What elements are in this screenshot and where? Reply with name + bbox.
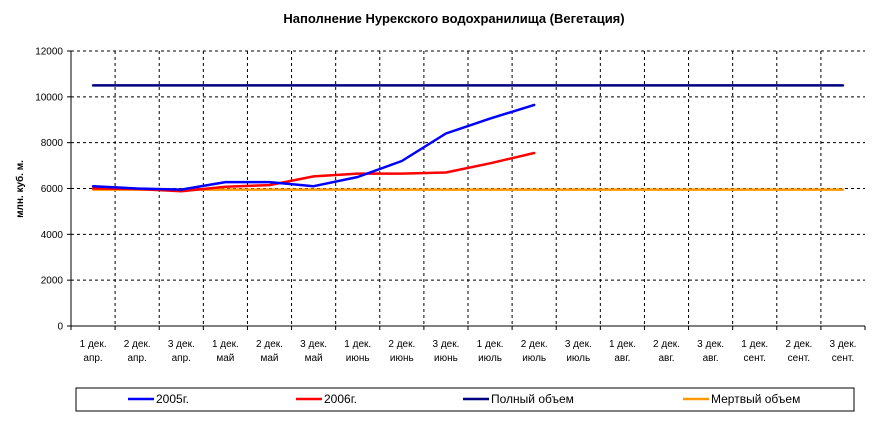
series-line-1: [91, 103, 536, 191]
y-tick-label: 0: [57, 322, 63, 333]
x-tick-label: сент.: [744, 353, 766, 364]
x-tick-label: июль: [566, 353, 590, 364]
x-tick-label: 1 дек.: [80, 339, 107, 350]
x-tick-label: сент.: [788, 353, 810, 364]
x-tick-label: 1 дек.: [741, 339, 768, 350]
y-tick-label: 4000: [41, 230, 64, 241]
x-tick-label: июль: [522, 353, 546, 364]
x-tick-label: 3 дек.: [565, 339, 592, 350]
series-lines: [91, 84, 845, 193]
series-line-2: [91, 151, 536, 193]
x-tick-label: 3 дек.: [829, 339, 856, 350]
x-tick-label: 1 дек.: [609, 339, 636, 350]
y-tick-label: 2000: [41, 276, 64, 287]
x-tick-label: 3 дек.: [300, 339, 327, 350]
y-tick-label: 10000: [35, 92, 63, 103]
y-tick-label: 8000: [41, 138, 64, 149]
x-tick-label: сент.: [832, 353, 854, 364]
x-tick-label: 3 дек.: [697, 339, 724, 350]
x-tick-label: апр.: [128, 353, 147, 364]
legend: 2005г. 2006г. Полный объем Мертвый объем: [75, 387, 855, 412]
x-tick-label: май: [260, 353, 278, 364]
x-tick-label: 3 дек.: [168, 339, 195, 350]
x-tick-label: 2 дек.: [521, 339, 548, 350]
legend-label: Мертвый объем: [711, 392, 800, 406]
x-tick-label: 2 дек.: [124, 339, 151, 350]
x-tick-label: июнь: [434, 353, 458, 364]
x-tick-labels: 1 дек. апр. 2 дек. апр. 3 дек. апр. 1 дек. май 2…: [80, 339, 857, 364]
x-tick-label: 1 дек.: [212, 339, 239, 350]
x-tick-label: 1 дек.: [344, 339, 371, 350]
x-tick-label: июль: [478, 353, 502, 364]
chart-title: Наполнение Нурекского водохранилища (Вег…: [283, 11, 624, 26]
x-tick-label: июнь: [346, 353, 370, 364]
y-tick-label: 12000: [35, 47, 63, 58]
x-tick-label: 2 дек.: [785, 339, 812, 350]
legend-label: 2005г.: [156, 392, 189, 406]
x-tick-label: 2 дек.: [653, 339, 680, 350]
x-tick-label: апр.: [172, 353, 191, 364]
x-tick-label: авг.: [703, 353, 719, 364]
x-tick-label: июнь: [390, 353, 414, 364]
x-tick-label: авг.: [658, 353, 674, 364]
axes: [67, 50, 866, 330]
y-tick-labels: 0 2000 4000 6000 8000 10000 12000: [35, 47, 63, 333]
x-tick-label: 3 дек.: [432, 339, 459, 350]
x-tick-label: 2 дек.: [256, 339, 283, 350]
x-tick-label: 2 дек.: [388, 339, 415, 350]
legend-label: 2006г.: [324, 392, 357, 406]
y-axis-label: млн. куб. м.: [14, 160, 26, 218]
x-tick-label: май: [216, 353, 234, 364]
x-tick-label: май: [305, 353, 323, 364]
x-tick-label: авг.: [614, 353, 630, 364]
y-tick-label: 6000: [41, 184, 64, 195]
x-tick-label: апр.: [83, 353, 102, 364]
x-tick-label: 1 дек.: [477, 339, 504, 350]
legend-label: Полный объем: [491, 392, 574, 406]
